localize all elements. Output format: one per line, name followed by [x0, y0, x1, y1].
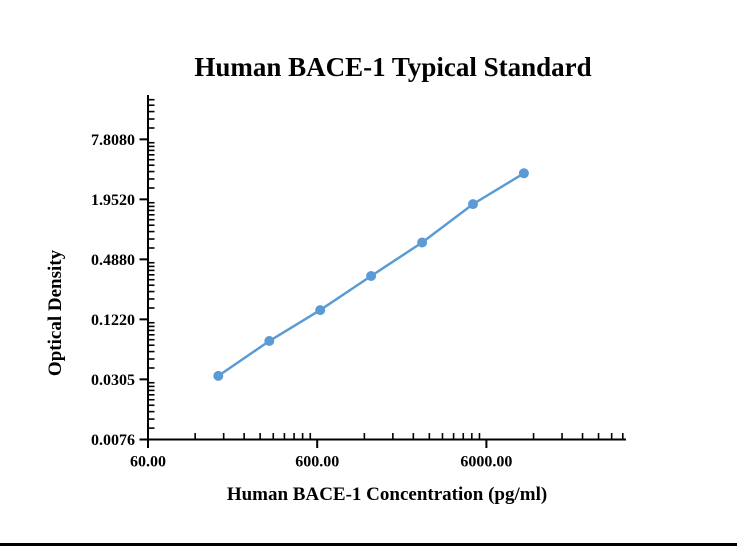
- data-point-marker: [264, 336, 275, 346]
- data-point-marker: [417, 237, 428, 248]
- y-tick-label: 0.1220: [91, 312, 135, 329]
- y-axis-title: Optical Density: [45, 249, 66, 377]
- data-point-marker: [315, 305, 326, 316]
- y-tick-label: 7.8080: [91, 132, 135, 149]
- y-tick-label: 0.0076: [91, 432, 135, 449]
- y-tick-label: 0.0305: [91, 372, 135, 389]
- data-point-marker: [518, 168, 529, 179]
- x-tick-label: 600.00: [295, 454, 339, 471]
- data-point-marker: [366, 271, 377, 281]
- data-point-marker: [213, 370, 224, 381]
- data-point-marker: [468, 199, 478, 210]
- x-tick-label: 60.00: [130, 454, 166, 471]
- y-tick-label: 1.9520: [91, 192, 135, 209]
- x-tick-label: 6000.00: [460, 454, 512, 471]
- x-axis-title: Human BACE-1 Concentration (pg/ml): [226, 484, 548, 505]
- y-tick-label: 0.4880: [91, 252, 135, 269]
- bottom-divider: [0, 543, 737, 546]
- chart-title: Human BACE-1 Typical Standard: [194, 52, 592, 82]
